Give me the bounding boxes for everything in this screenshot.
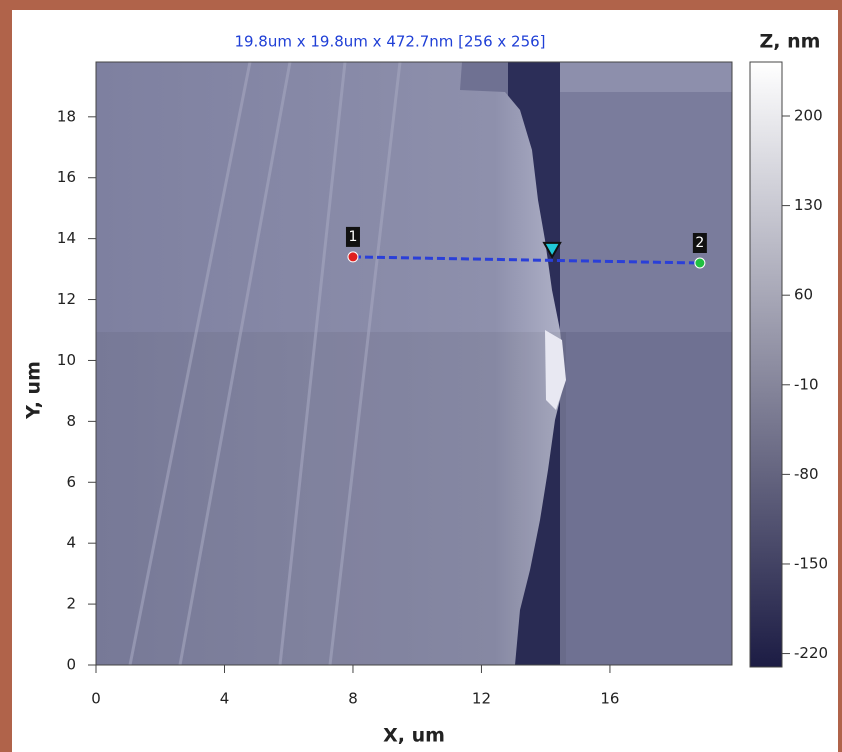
colorbar-tick-label: -220 (794, 644, 828, 662)
terrace (96, 62, 565, 665)
y-tick-label: 4 (66, 534, 76, 552)
y-tick-label: 0 (66, 656, 76, 674)
colorbar-tick-label: -150 (794, 554, 828, 572)
plot-frame (95, 61, 733, 666)
chart-title: 19.8um x 19.8um x 472.7nm [256 x 256] (234, 33, 545, 51)
top-band (540, 62, 732, 92)
colorbar-tick-label: 130 (794, 196, 823, 214)
y-tick-label: 8 (66, 412, 76, 430)
profile-point (694, 257, 706, 269)
colorbar-tick-label: 60 (794, 286, 813, 304)
x-tick-label: 0 (91, 690, 101, 708)
scan-image (96, 62, 732, 665)
point-label: 2 (695, 235, 704, 251)
scan-streaks (128, 62, 402, 665)
x-tick-label: 16 (600, 690, 619, 708)
y-tick-label: 12 (57, 290, 76, 308)
profile-line (352, 255, 700, 265)
upper-band (560, 92, 732, 332)
lower-shade (96, 332, 566, 665)
y-tick-label: 6 (66, 473, 76, 491)
y-tick-label: 2 (66, 595, 76, 613)
y-tick-label: 16 (57, 168, 76, 186)
point-label-bg (345, 226, 360, 247)
point-label: 1 (349, 229, 358, 245)
point-label-bg (692, 233, 707, 253)
profile-point (347, 251, 359, 263)
colorbar-tick-label: -10 (794, 375, 819, 393)
colorbar-tick-label: -80 (794, 465, 819, 483)
y-tick-label: 18 (57, 107, 76, 125)
y-axis-label: Y, um (23, 361, 45, 420)
edge-highlight (545, 330, 566, 410)
x-tick-label: 4 (220, 690, 230, 708)
colorbar-label: Z, nm (760, 31, 821, 53)
colorbar (749, 61, 783, 668)
x-tick-label: 12 (472, 690, 491, 708)
x-tick-label: 8 (348, 690, 358, 708)
y-tick-label: 10 (57, 351, 76, 369)
y-tick-label: 14 (57, 229, 76, 247)
profile-cursor (542, 241, 562, 259)
colorbar-tick-label: 200 (794, 107, 823, 125)
x-axis-label: X, um (383, 725, 445, 747)
